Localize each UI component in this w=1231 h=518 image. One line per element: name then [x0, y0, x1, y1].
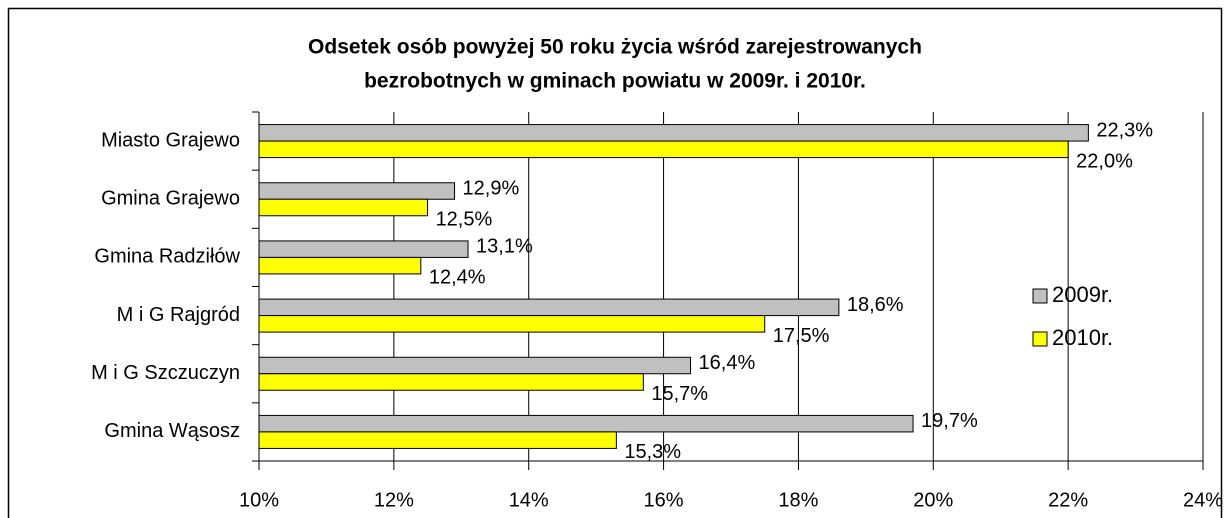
x-tick-label: 24% — [1183, 489, 1223, 511]
x-tick-label: 16% — [644, 489, 684, 511]
data-label: 16,4% — [699, 352, 756, 374]
bar — [258, 240, 469, 258]
legend-label: 2009r. — [1052, 282, 1113, 307]
bar — [258, 315, 766, 333]
bar — [258, 356, 692, 375]
legend-swatch — [1032, 331, 1048, 347]
bar — [258, 182, 456, 200]
y-tick-label: Miasto Grajewo — [101, 129, 240, 151]
x-tick-label: 22% — [1048, 489, 1088, 511]
data-label: 15,7% — [651, 383, 708, 405]
y-tick-label: Gmina Grajewo — [101, 188, 240, 210]
data-label: 15,3% — [624, 441, 681, 463]
data-label: 17,5% — [773, 325, 830, 347]
x-tick-label: 12% — [374, 489, 414, 511]
data-label: 22,3% — [1096, 119, 1153, 141]
y-tick-label: M i G Rajgród — [117, 304, 240, 326]
bar — [258, 373, 644, 391]
data-label: 19,7% — [921, 410, 978, 432]
y-tick-label: M i G Szczuczyn — [91, 362, 240, 384]
x-tick-label: 18% — [778, 489, 818, 511]
bar — [258, 140, 1069, 159]
y-tick-label: Gmina Radziłów — [94, 246, 240, 268]
data-label: 18,6% — [847, 294, 904, 316]
data-label: 13,1% — [476, 236, 533, 258]
data-label: 12,4% — [429, 267, 486, 289]
data-label: 12,9% — [463, 178, 520, 200]
bar — [258, 298, 840, 317]
bar — [258, 124, 1089, 142]
y-tick-label: Gmina Wąsosz — [104, 420, 240, 442]
bar — [258, 431, 617, 449]
bar — [258, 414, 914, 433]
legend-label: 2010r. — [1052, 325, 1113, 350]
bar — [258, 256, 422, 275]
legend-swatch — [1032, 288, 1048, 304]
data-label: 12,5% — [436, 209, 493, 231]
x-tick-label: 20% — [913, 489, 953, 511]
chart-title: Odsetek osób powyżej 50 roku życia wśród… — [308, 36, 922, 59]
chart-title: bezrobotnych w gminach powiatu w 2009r. … — [364, 70, 866, 93]
data-label: 22,0% — [1076, 150, 1133, 172]
x-tick-label: 10% — [239, 489, 279, 511]
x-tick-label: 14% — [509, 489, 549, 511]
bar — [258, 198, 429, 217]
